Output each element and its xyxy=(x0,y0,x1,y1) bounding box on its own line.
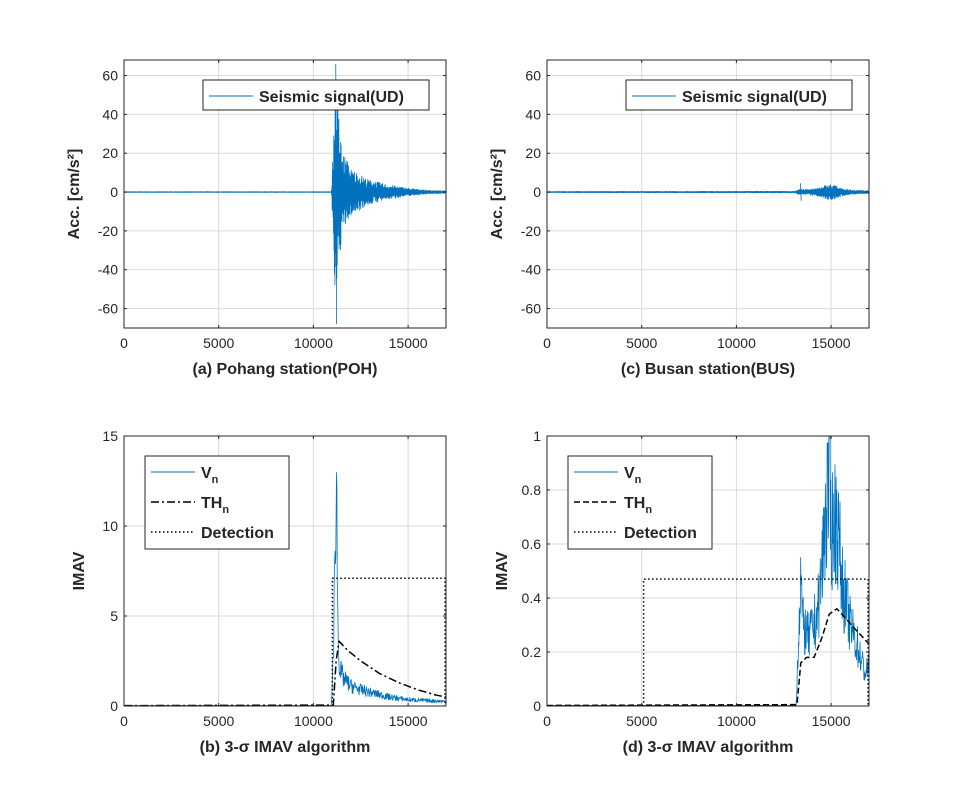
y-tick-label: 1 xyxy=(533,428,541,444)
x-axis-label: (c) Busan station(BUS) xyxy=(621,361,795,378)
y-tick-label: 0.8 xyxy=(522,482,542,498)
y-tick-label: 60 xyxy=(525,68,541,84)
legend-entry-subscript: n xyxy=(635,474,642,486)
legend-entry-subscript: n xyxy=(222,504,229,516)
legend-box xyxy=(202,79,430,111)
y-tick-label: 0.4 xyxy=(522,590,542,606)
y-tick-label: 60 xyxy=(102,68,118,84)
y-tick-label: -20 xyxy=(98,223,118,239)
x-axis-label: (b) 3-σ IMAV algorithm xyxy=(200,739,371,756)
x-tick-label: 0 xyxy=(120,713,128,729)
series-line-seismic-signal-ud- xyxy=(547,183,869,201)
series-line-v xyxy=(547,436,869,706)
x-tick-label: 10000 xyxy=(294,335,333,351)
y-tick-label: 0 xyxy=(533,184,541,200)
y-tick-label: -60 xyxy=(521,301,541,317)
axes-frame xyxy=(123,59,447,329)
x-tick-label: 5000 xyxy=(203,335,234,351)
x-axis-label: (a) Pohang station(POH) xyxy=(193,361,378,378)
y-tick-label: 40 xyxy=(525,106,541,122)
y-axis-label: Acc. [cm/s²] xyxy=(489,149,506,240)
series-group xyxy=(547,183,869,201)
panel-c: 0 5000 10000 15000 -60 -40 -20 0 20 40 60 (c) Busan… xyxy=(489,59,870,378)
legend: Seismic signal(UD) xyxy=(202,79,430,111)
y-tick-label: 40 xyxy=(102,106,118,122)
y-tick-label: 20 xyxy=(102,145,118,161)
x-tick-label: 15000 xyxy=(389,713,428,729)
y-tick-label: 0 xyxy=(110,698,118,714)
axes-frame xyxy=(546,59,870,329)
x-axis-label: (d) 3-σ IMAV algorithm xyxy=(623,739,794,756)
legend-entry-label: THn xyxy=(624,495,652,516)
legend-entry-subscript: n xyxy=(645,504,652,516)
x-tick-label: 10000 xyxy=(717,335,756,351)
x-tick-label: 15000 xyxy=(812,335,851,351)
y-tick-label: -20 xyxy=(521,223,541,239)
legend-box xyxy=(625,79,853,111)
y-tick-label: 5 xyxy=(110,608,118,624)
x-tick-label: 0 xyxy=(120,335,128,351)
legend-entry-label: THn xyxy=(201,495,229,516)
x-tick-label: 10000 xyxy=(294,713,333,729)
y-axis-label: Acc. [cm/s²] xyxy=(66,149,83,240)
panel-d: 0 5000 10000 15000 0 0.2 0.4 0.6 0.8 1 (d) 3-σ IMA… xyxy=(494,428,870,756)
y-tick-label: 0.6 xyxy=(522,536,542,552)
x-tick-label: 5000 xyxy=(626,335,657,351)
y-axis-label: IMAV xyxy=(71,551,88,590)
series-line-th xyxy=(124,640,446,706)
x-tick-label: 0 xyxy=(543,335,551,351)
y-tick-label: 0 xyxy=(110,184,118,200)
panel-b: 0 5000 10000 15000 0 5 10 15 (b) 3-σ IMAV algori… xyxy=(71,428,447,756)
y-tick-label: -40 xyxy=(98,262,118,278)
y-tick-label: 0.2 xyxy=(522,644,542,660)
x-tick-label: 15000 xyxy=(812,713,851,729)
series-line-detection xyxy=(124,577,446,706)
axes-frame xyxy=(546,435,870,707)
x-tick-label: 15000 xyxy=(389,335,428,351)
series-group xyxy=(547,436,869,706)
x-tick-label: 5000 xyxy=(203,713,234,729)
axes-frame xyxy=(123,435,447,707)
y-tick-label: 0 xyxy=(533,698,541,714)
y-tick-label: 15 xyxy=(102,428,118,444)
x-tick-label: 0 xyxy=(543,713,551,729)
legend: Seismic signal(UD) xyxy=(625,79,853,111)
y-axis-label: IMAV xyxy=(494,551,511,590)
legend-entry-label: Seismic signal(UD) xyxy=(259,89,404,106)
y-tick-label: -60 xyxy=(98,301,118,317)
y-tick-label: 10 xyxy=(102,518,118,534)
y-tick-label: 20 xyxy=(525,145,541,161)
legend-entry-label: Detection xyxy=(201,525,274,542)
x-tick-label: 5000 xyxy=(626,713,657,729)
panel-a: 0 5000 10000 15000 -60 -40 -20 0 20 40 60 (a) Pohan… xyxy=(66,59,447,378)
x-tick-label: 10000 xyxy=(717,713,756,729)
series-line-th xyxy=(547,608,869,706)
y-tick-label: -40 xyxy=(521,262,541,278)
legend-entry-label: Seismic signal(UD) xyxy=(682,89,827,106)
legend-entry-label: Detection xyxy=(624,525,697,542)
legend-entry-subscript: n xyxy=(212,474,219,486)
